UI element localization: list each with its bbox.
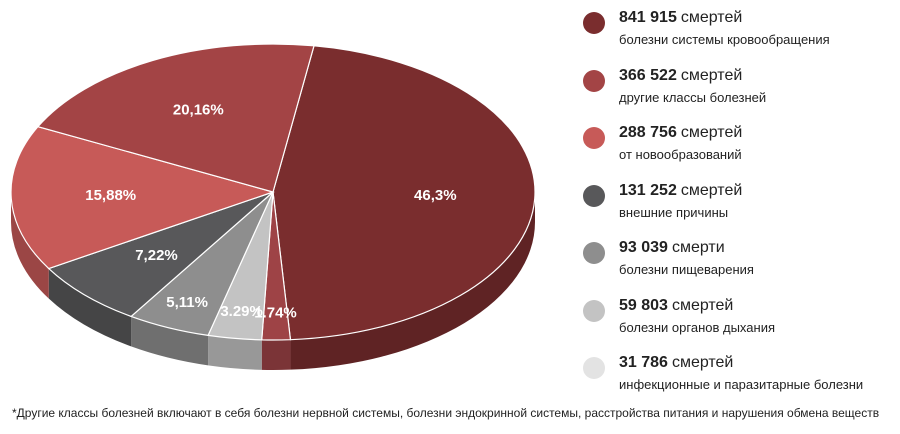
- pie-slice: [10, 125, 276, 270]
- pie-chart: 46,3% 1.74%3.29% 5,11% 7,22% 15,88% 20,16%: [10, 43, 536, 370]
- legend-item: 841 915 смертей болезни системы кровообра…: [583, 8, 893, 66]
- legend-item: 93 039 смерти болезни пищеварения: [583, 238, 893, 296]
- pie-slice-label: 3.29%: [220, 303, 263, 320]
- legend: 841 915 смертей болезни системы кровообра…: [583, 8, 893, 411]
- pie-slice-label: 1.74%: [254, 304, 297, 321]
- legend-description: от новообразований: [619, 147, 742, 162]
- legend-description: другие классы болезней: [619, 89, 767, 105]
- pie-slice-side: [131, 316, 209, 366]
- legend-unit: смертей: [671, 354, 734, 371]
- legend-item: 366 522 смертей другие классы болезней: [583, 66, 893, 124]
- pie-slice-side: [48, 268, 132, 347]
- legend-swatch: [583, 184, 605, 207]
- legend-number: 288 756: [619, 124, 677, 141]
- legend-number: 31 786: [619, 354, 668, 371]
- legend-description: болезни пищеварения: [619, 262, 754, 277]
- legend-number: 366 522: [619, 66, 677, 84]
- legend-number: 59 803: [619, 296, 668, 314]
- legend-unit: смертей: [680, 66, 743, 84]
- legend-swatch: [583, 357, 605, 379]
- legend-number: 131 252: [619, 181, 677, 199]
- legend-item: 31 786 смертей инфекционные и паразитарны…: [583, 353, 893, 411]
- pie-slices: [10, 43, 536, 341]
- legend-swatch: [583, 299, 605, 322]
- pie-slice-label: 7,22%: [135, 247, 178, 264]
- legend-description: болезни системы кровообращения: [619, 32, 830, 47]
- legend-description: болезни органов дыхания: [619, 319, 775, 335]
- legend-description: инфекционные и паразитарные болезни: [619, 377, 864, 392]
- pie-slice: [47, 191, 274, 318]
- pie-slice-label: 46,3%: [414, 187, 457, 204]
- pie-slice-label: 5,11%: [166, 294, 208, 311]
- legend-swatch: [583, 242, 605, 264]
- pie-labels: 46,3% 1.74%3.29% 5,11% 7,22% 15,88% 20,16%: [85, 101, 456, 321]
- legend-unit: смертей: [680, 181, 743, 199]
- pie-slice-side: [11, 192, 49, 299]
- legend-swatch: [583, 127, 605, 149]
- legend-item: 288 756 смертей от новообразований: [583, 123, 893, 181]
- pie-slice: [36, 43, 315, 193]
- legend-description: внешние причины: [619, 204, 729, 220]
- pie-slice: [272, 45, 536, 341]
- legend-unit: смертей: [680, 9, 743, 26]
- legend-swatch: [583, 12, 605, 34]
- footnote: *Другие классы болезней включают в себя …: [12, 406, 880, 420]
- pie-slice-label: 20,16%: [173, 101, 224, 118]
- legend-unit: смертей: [671, 296, 734, 314]
- legend-unit: смерти: [671, 239, 725, 256]
- legend-number: 841 915: [619, 9, 677, 26]
- legend-item: 59 803 смертей болезни органов дыхания: [583, 296, 893, 354]
- legend-unit: смертей: [680, 124, 743, 141]
- pie-slice-side: [261, 339, 291, 370]
- legend-item: 131 252 смертей внешние причины: [583, 181, 893, 239]
- legend-swatch: [583, 69, 605, 92]
- pie-slice-side: [290, 192, 535, 370]
- pie-slice-side: [208, 335, 262, 370]
- pie-sides: [11, 192, 535, 370]
- pie-slice-label: 15,88%: [85, 187, 136, 204]
- legend-number: 93 039: [619, 239, 668, 256]
